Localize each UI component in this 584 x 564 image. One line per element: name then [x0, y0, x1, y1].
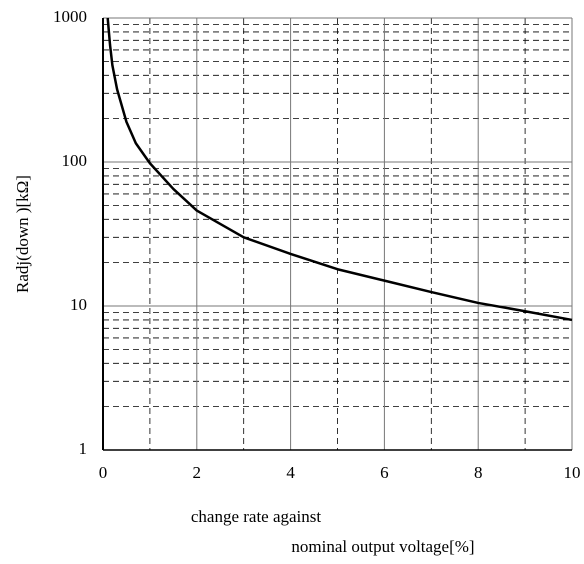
x-tick-label: 10 — [564, 463, 581, 482]
x-tick-label: 2 — [193, 463, 202, 482]
y-axis-label: Radj(down )[kΩ] — [13, 175, 32, 293]
x-tick-label: 0 — [99, 463, 108, 482]
y-tick-label: 10 — [70, 295, 87, 314]
x-axis-label: nominal output voltage[%] — [291, 537, 474, 556]
y-tick-label: 1000 — [53, 7, 87, 26]
data-line — [106, 17, 573, 322]
x-tick-label: 8 — [474, 463, 483, 482]
x-tick-label: 6 — [380, 463, 389, 482]
x-tick-label: 4 — [286, 463, 295, 482]
x-axis-label: change rate against — [191, 507, 322, 526]
y-tick-label: 1 — [79, 439, 88, 458]
y-tick-label: 100 — [62, 151, 88, 170]
